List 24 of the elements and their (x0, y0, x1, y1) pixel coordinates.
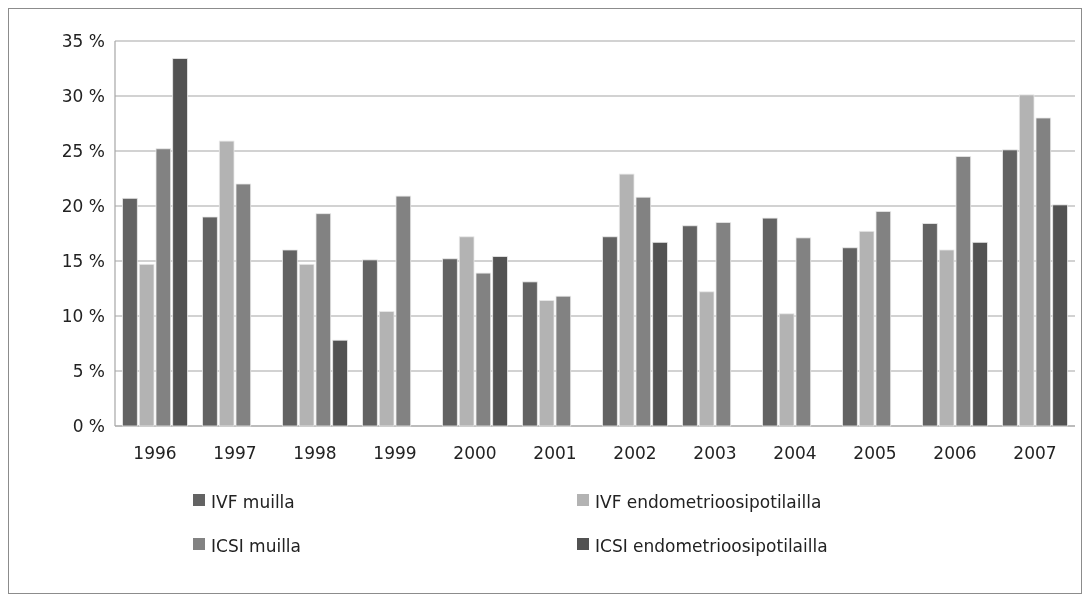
y-tick-label: 15 % (61, 250, 105, 271)
y-tick-label: 0 % (72, 415, 105, 436)
legend-label: ICSI muilla (211, 535, 302, 556)
x-tick-label: 1997 (213, 443, 257, 463)
x-tick-label: 1998 (293, 443, 337, 463)
x-tick-label: 2000 (453, 443, 497, 463)
legend-label: IVF endometrioosipotilailla (595, 491, 822, 512)
x-tick-label: 2002 (613, 443, 657, 463)
x-tick-label: 2007 (1013, 443, 1057, 463)
x-tick-label: 2004 (773, 443, 817, 463)
x-tick-label: 2005 (853, 443, 897, 463)
x-tick-label: 2003 (693, 443, 737, 463)
y-tick-label: 5 % (72, 360, 105, 381)
y-tick-label: 30 % (61, 85, 105, 106)
legend-label: ICSI endometrioosipotilailla (595, 535, 828, 556)
x-tick-label: 1996 (133, 443, 177, 463)
x-tick-label: 2001 (533, 443, 577, 463)
y-tick-label: 10 % (61, 305, 105, 326)
y-tick-label: 20 % (61, 195, 105, 216)
x-tick-label: 2006 (933, 443, 977, 463)
x-tick-label: 1999 (373, 443, 417, 463)
y-tick-label: 25 % (61, 140, 105, 161)
legend-label: IVF muilla (211, 491, 295, 512)
y-tick-label: 35 % (61, 30, 105, 51)
